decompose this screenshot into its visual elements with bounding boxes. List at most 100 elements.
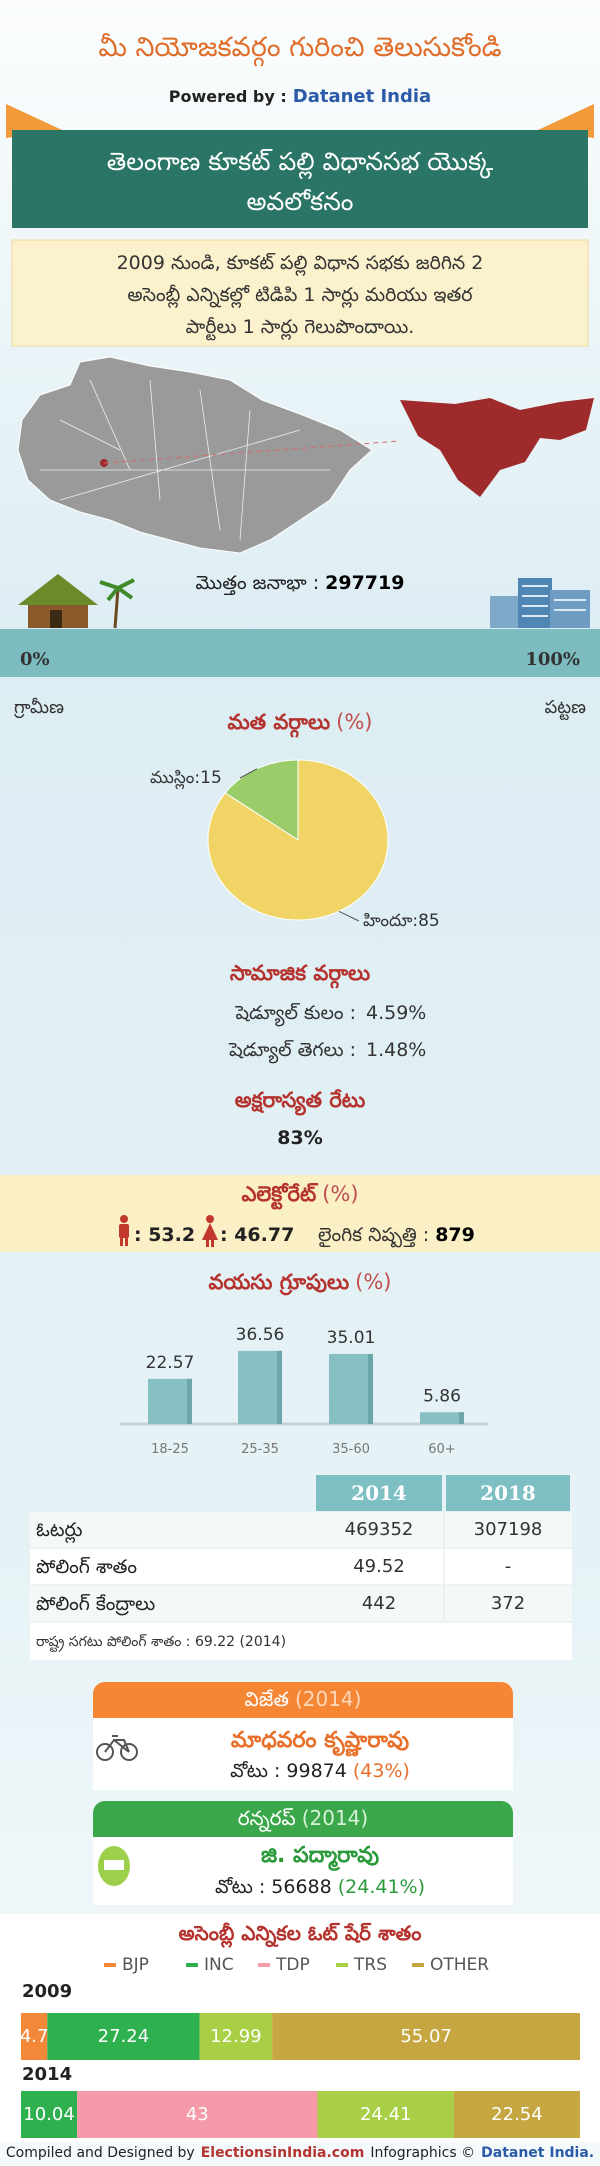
- row-label: పోలింగ్ శాతం: [36, 1556, 137, 1578]
- segment-label-part: 10.04: [23, 2104, 75, 2125]
- urban-percent: 100%: [525, 649, 580, 670]
- candidate-title-part: విజేత: [245, 1687, 289, 1711]
- row-label-part: పోలింగ్ శాతం: [36, 1556, 137, 1578]
- literacy-title-part: అక్షరాస్యత రేటు: [235, 1088, 366, 1116]
- bar-value-part: 22.57: [146, 1353, 195, 1373]
- candidate-name: జి. పద్మారావు: [261, 1843, 379, 1871]
- segment-label: 22.54: [491, 2104, 543, 2125]
- table-row: [30, 1586, 572, 1622]
- pie-label: ముస్లిం:15: [150, 768, 222, 790]
- literacy-title: అక్షరాస్యత రేటు: [235, 1088, 366, 1116]
- table-header-cell: [446, 1475, 570, 1511]
- electorate-title: ఎలెక్టోరేట్ (%): [241, 1182, 358, 1210]
- summary-line-part: 2009 నుండి, కూకట్ పల్లి విధాన సభకు జరిగి…: [117, 252, 484, 277]
- x-tick-label: 60+: [428, 1442, 455, 1457]
- social-title: సామాజిక వర్గాలు: [230, 961, 370, 989]
- chart-title: అసెంబ్లీ ఎన్నికల ఓట్ షేర్ శాతం: [179, 1921, 422, 1948]
- electorate-title-part: (%): [322, 1182, 358, 1206]
- pie-label-part: ముస్లిం:15: [150, 768, 222, 790]
- bar-value-part: 36.56: [236, 1325, 285, 1345]
- village-icon: [18, 574, 135, 629]
- table-cell-part: 49.52: [353, 1556, 405, 1577]
- bar-segment: [317, 2091, 454, 2138]
- table-cell: 49.52: [353, 1556, 405, 1577]
- footer: Compiled and Designed by ElectionsinIndia…: [6, 2145, 594, 2161]
- bar: [329, 1353, 373, 1424]
- urban-percent-part: 100%: [525, 649, 580, 670]
- chart-title-part: (%): [355, 1270, 391, 1294]
- bar-value-part: 35.01: [327, 1328, 376, 1348]
- banner-line: తెలంగాణ కూకట్ పల్లి విధానసభ యొక్క: [107, 147, 493, 180]
- state-map: [17, 356, 373, 554]
- social-label-part: షెడ్యూల్ తెగలు :: [228, 1039, 356, 1064]
- row-label-part: ఓటర్లు: [36, 1519, 82, 1544]
- winner-body: [93, 1718, 513, 1790]
- rural-percent-part: 0%: [20, 649, 50, 670]
- summary-box: [11, 239, 589, 347]
- male-share: : 53.2: [134, 1224, 195, 1246]
- leader-line: [338, 910, 360, 922]
- bar: [148, 1378, 192, 1424]
- male-share-part: : 53.2: [134, 1224, 195, 1246]
- ribbon-fold: [6, 104, 62, 138]
- literacy-value: 83%: [277, 1127, 322, 1149]
- city-icon: [490, 578, 590, 628]
- candidate-votes-part: (24.41%): [338, 1876, 425, 1898]
- table-cell: 469352: [345, 1519, 414, 1540]
- candidate-votes: వోటు : 56688 (24.41%): [215, 1876, 425, 1898]
- literacy-value-part: 83%: [277, 1127, 322, 1149]
- footer-part: Datanet India.: [481, 2145, 594, 2161]
- powered-by-part: Datanet India: [293, 86, 431, 107]
- x-tick-label: 35-60: [332, 1442, 370, 1457]
- candidate-name: మాధవరం కృష్ణారావు: [231, 1728, 409, 1757]
- bar-segment: [453, 2091, 580, 2138]
- bar-value: 36.56: [236, 1325, 285, 1345]
- candidate-title: రన్నరప్ (2014): [238, 1806, 368, 1832]
- table-note: రాష్ట్ర సగటు పోలింగ్ శాతం : 69.22 (2014): [36, 1634, 286, 1653]
- rural-label-part: గ్రామీణ: [13, 697, 64, 719]
- banner-line-part: అవలోకనం: [247, 187, 354, 216]
- table-cell-part: -: [505, 1556, 512, 1577]
- social-value-part: 1.48%: [366, 1039, 426, 1061]
- footer-part: Compiled and Designed by: [6, 2145, 195, 2161]
- legend-label-part: OTHER: [430, 1955, 489, 1975]
- segment-label: 4.7: [20, 2026, 49, 2047]
- electorate-title-part: ఎలెక్టోరేట్: [241, 1182, 318, 1210]
- chart-title: మత వర్గాలు (%): [228, 710, 373, 738]
- district-lines: [40, 379, 330, 541]
- chart-title-part: మత వర్గాలు: [228, 710, 331, 738]
- legend-label-part: INC: [204, 1955, 234, 1975]
- candidate-votes-part: వోటు :: [215, 1876, 265, 1898]
- chart-title-part: అసెంబ్లీ ఎన్నికల ఓట్ షేర్ శాతం: [179, 1921, 422, 1948]
- pie-slice: [207, 759, 389, 921]
- social-value: 4.59%: [366, 1002, 426, 1024]
- table-header-part: 2014: [351, 1481, 407, 1505]
- segment-label-part: 27.24: [98, 2026, 150, 2047]
- legend-label: TDP: [275, 1955, 310, 1975]
- chart-title-part: (%): [336, 710, 372, 734]
- table-header-cell: [316, 1475, 442, 1511]
- category-label: 2009: [22, 1981, 72, 2002]
- legend-label: TRS: [353, 1955, 387, 1975]
- summary-line-part: పార్టీలు 1 సార్లు గెలుపొందాయి.: [186, 316, 415, 341]
- segment-label-part: 12.99: [210, 2026, 262, 2047]
- pie-label: హిందూ:85: [363, 911, 440, 931]
- chart-title: వయసు గ్రూపులు (%): [209, 1270, 392, 1296]
- segment-label: 12.99: [210, 2026, 262, 2047]
- summary-line: 2009 నుండి, కూకట్ పల్లి విధాన సభకు జరిగి…: [117, 252, 484, 277]
- candidate-votes-part: (43%): [353, 1760, 410, 1782]
- female-share-part: : 46.77: [220, 1224, 294, 1246]
- leader-line: [239, 768, 258, 779]
- x-tick-label-part: 60+: [428, 1442, 455, 1457]
- population-part: 297719: [325, 572, 404, 594]
- candidate-votes-part: 99874: [286, 1760, 346, 1782]
- table-cell-part: 442: [362, 1593, 396, 1614]
- summary-line: అసెంబ్లీ ఎన్నికల్లో టిడిపి 1 సార్లు మరియ…: [127, 284, 473, 309]
- x-tick-label: 25-35: [241, 1442, 279, 1457]
- powered-by: Powered by : Datanet India: [169, 86, 431, 107]
- sex-ratio-part: లైంగిక నిష్పత్తి :: [318, 1224, 429, 1248]
- segment-label-part: 4.7: [20, 2026, 49, 2047]
- runner-up-body: [93, 1837, 513, 1905]
- social-value-part: 4.59%: [366, 1002, 426, 1024]
- female-icon: [202, 1215, 218, 1247]
